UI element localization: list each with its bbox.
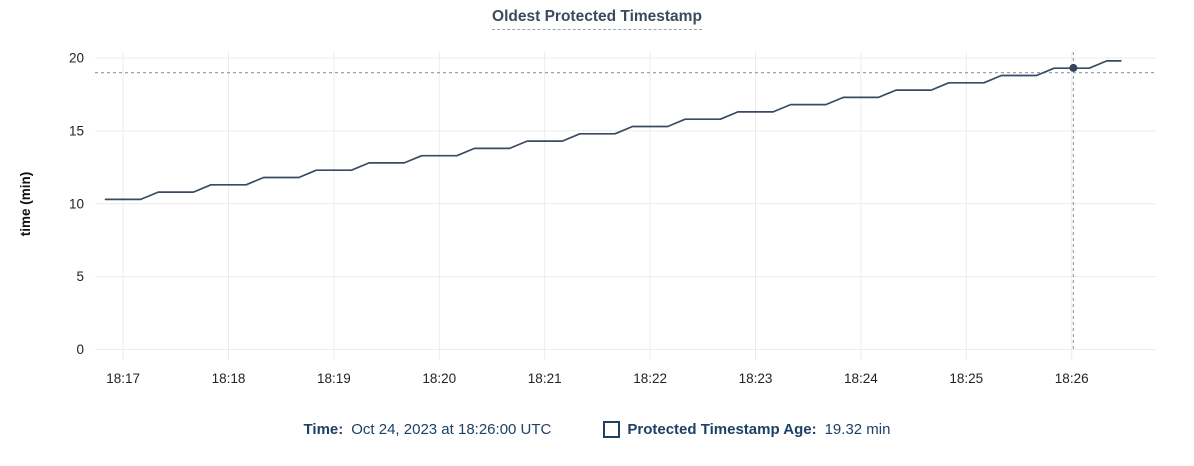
x-tick-label-18:21: 18:21 [528, 371, 562, 386]
legend-time-label: Time: [303, 421, 344, 438]
legend-series-label: Protected Timestamp Age: [627, 421, 817, 438]
hover-point-marker [1069, 63, 1078, 72]
legend-series-item[interactable]: Protected Timestamp Age: 19.32 min [603, 421, 890, 438]
y-tick-label-15: 15 [69, 123, 84, 138]
x-tick-label-18:25: 18:25 [949, 371, 983, 386]
legend-series-value: 19.32 min [824, 421, 891, 438]
x-tick-label-18:24: 18:24 [844, 371, 878, 386]
x-tick-label-18:26: 18:26 [1055, 371, 1089, 386]
legend-time-readout: Time: Oct 24, 2023 at 18:26:00 UTC [304, 421, 552, 438]
x-tick-label-18:22: 18:22 [633, 371, 667, 386]
legend-time-value: Oct 24, 2023 at 18:26:00 UTC [351, 421, 552, 438]
chart-plot-area[interactable]: 0 5 10 15 20 18:17 18:18 18:19 18:20 18:21 18:22 18… [0, 0, 1194, 410]
x-tick-label-18:19: 18:19 [317, 371, 351, 386]
x-tick-label-18:18: 18:18 [212, 371, 246, 386]
x-tick-label-18:20: 18:20 [422, 371, 456, 386]
legend-series-checkbox[interactable] [603, 421, 621, 438]
chart-legend: Time: Oct 24, 2023 at 18:26:00 UTC Prote… [0, 421, 1194, 438]
series-line [104, 60, 1122, 201]
y-tick-label-0: 0 [76, 342, 84, 357]
y-tick-label-10: 10 [69, 196, 84, 211]
y-tick-label-20: 20 [69, 51, 84, 66]
x-tick-label-18:23: 18:23 [739, 371, 773, 386]
chart-title: Oldest Protected Timestamp [492, 8, 702, 30]
y-tick-label-5: 5 [76, 269, 84, 284]
chart-header: Oldest Protected Timestamp [0, 8, 1194, 30]
y-axis-title: time (min) [18, 172, 33, 237]
x-tick-label-18:17: 18:17 [106, 371, 140, 386]
